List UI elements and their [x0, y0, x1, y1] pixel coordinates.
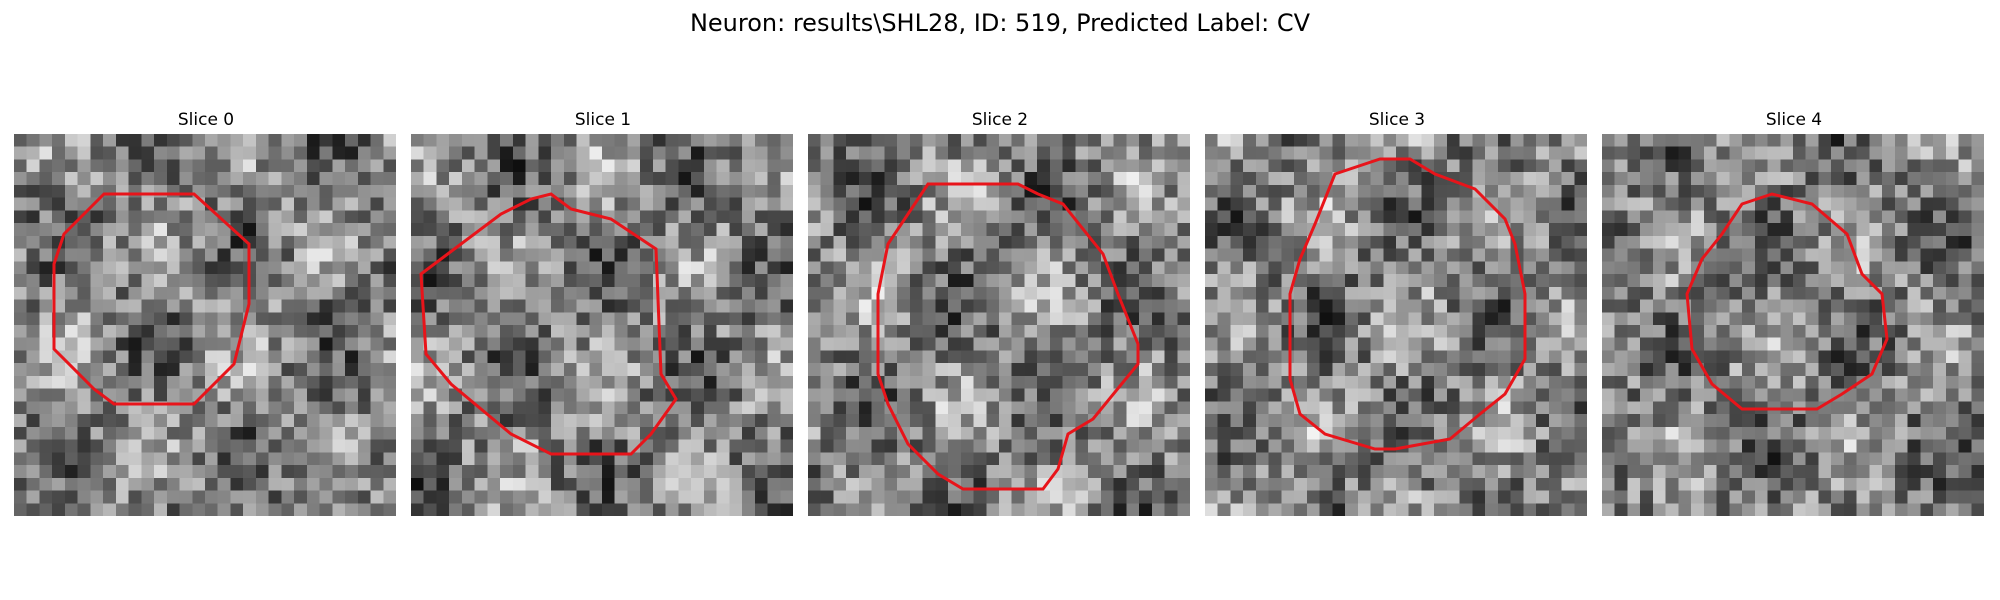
slice-title: Slice 0: [14, 108, 398, 134]
slice-image: [808, 134, 1190, 516]
slice-panel-0: Slice 0: [14, 108, 398, 516]
slice-panel-3: Slice 3: [1205, 108, 1589, 516]
slice-panel-2: Slice 2: [808, 108, 1192, 516]
slice-image: [411, 134, 793, 516]
slice-title: Slice 2: [808, 108, 1192, 134]
slice-panel-1: Slice 1: [411, 108, 795, 516]
slice-image: [1602, 134, 1984, 516]
slice-title: Slice 3: [1205, 108, 1589, 134]
slice-image: [1205, 134, 1587, 516]
slice-title: Slice 4: [1602, 108, 1986, 134]
slice-image: [14, 134, 396, 516]
slice-title: Slice 1: [411, 108, 795, 134]
slice-panel-4: Slice 4: [1602, 108, 1986, 516]
figure-title: Neuron: results\SHL28, ID: 519, Predicte…: [0, 8, 2000, 38]
